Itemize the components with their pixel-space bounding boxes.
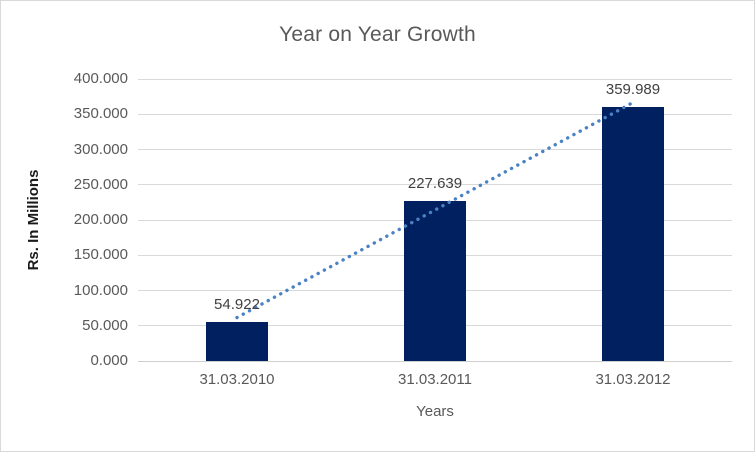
bar <box>404 200 466 361</box>
x-tick-label: 31.03.2011 <box>398 371 472 388</box>
x-axis-line <box>138 360 732 362</box>
y-tick-label: 50.000 <box>82 316 128 334</box>
y-tick-label: 200.000 <box>73 211 128 228</box>
chart-title: Year on Year Growth <box>279 23 476 46</box>
y-tick-label: 350.000 <box>73 105 128 123</box>
gridline <box>138 149 732 150</box>
bar <box>206 322 268 361</box>
gridline <box>138 184 732 186</box>
bar-value-label: 227.639 <box>407 174 463 192</box>
y-tick-label: 400.000 <box>73 70 128 87</box>
trendline-line <box>235 100 635 320</box>
y-tick-label: 300.000 <box>73 140 128 158</box>
gridline <box>138 113 732 115</box>
y-tick-label: 150.000 <box>73 246 128 264</box>
x-tick-label: 31.03.2010 <box>199 371 275 388</box>
trendline <box>235 100 635 320</box>
y-tick-label: 100.000 <box>73 281 128 299</box>
y-tick-label: 250.000 <box>73 175 128 193</box>
y-axis-tick-labels: 400.000 350.000 300.000 250.000 200.000 150.0… <box>1 1 128 451</box>
y-tick-label: 0.000 <box>90 352 128 369</box>
bar-value-label: 54.922 <box>214 296 260 314</box>
bar <box>602 107 664 361</box>
plot-area <box>138 78 732 362</box>
gridline <box>138 78 732 80</box>
bar-value-label: 359.989 <box>605 81 661 99</box>
x-tick-label: 31.03.2012 <box>595 371 671 388</box>
x-axis-title: Years <box>416 403 454 420</box>
